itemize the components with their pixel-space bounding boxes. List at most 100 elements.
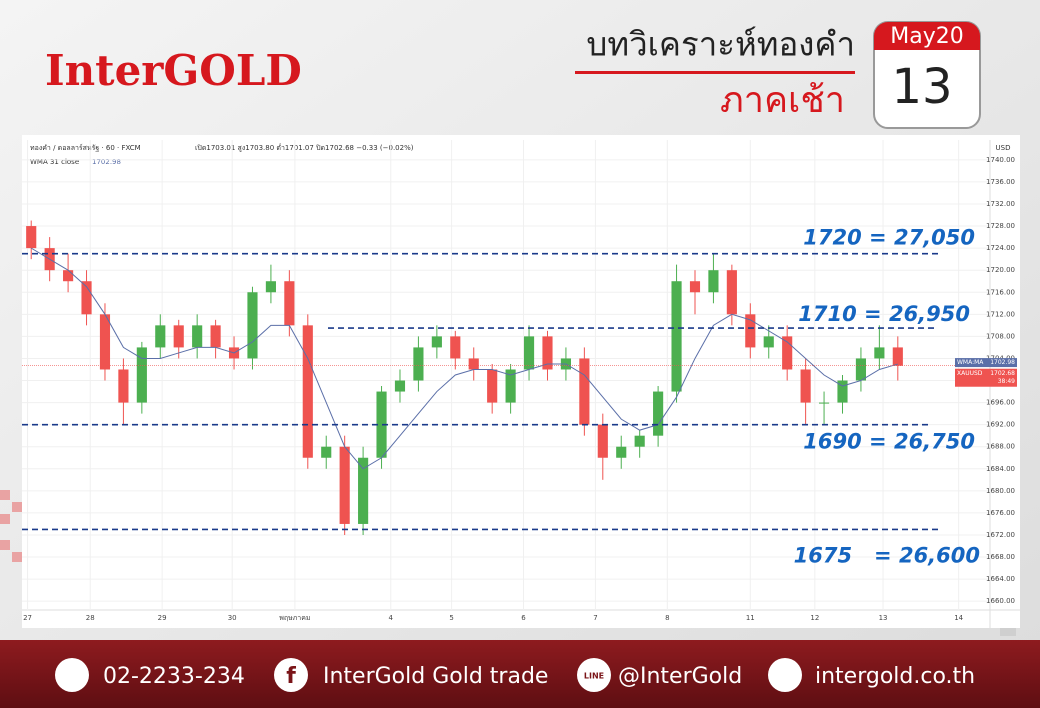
- x-tick-label: 12: [810, 614, 819, 622]
- candle-body: [431, 336, 442, 348]
- candle-body: [358, 457, 369, 524]
- candle-body: [616, 446, 627, 458]
- symbol-label: ทองคำ / ดอลลาร์สหรัฐ · 60 · FXCM: [30, 144, 141, 152]
- level-label: 1720 = 27,050: [803, 226, 975, 250]
- y-tick-label: 1708.00: [986, 332, 1015, 340]
- candle-body: [745, 314, 756, 348]
- y-tick-label: 1664.00: [986, 575, 1015, 583]
- candle-body: [579, 358, 590, 425]
- x-tick-label: 8: [665, 614, 669, 622]
- candle-body: [247, 292, 258, 359]
- calendar-month: May20: [890, 24, 963, 49]
- indicator-value: 1702.98: [92, 158, 121, 166]
- price-tag: XAUUSD: [957, 370, 983, 377]
- candle-body: [468, 358, 479, 370]
- chart-panel: [22, 135, 1020, 628]
- candle-body: [892, 347, 903, 366]
- y-tick-label: 1696.00: [986, 399, 1015, 407]
- candle-body: [63, 270, 74, 282]
- candle-body: [210, 325, 221, 348]
- candle-body: [505, 369, 516, 403]
- x-tick-label: 30: [228, 614, 237, 622]
- y-tick-label: 1728.00: [986, 222, 1015, 230]
- candle-body: [874, 347, 885, 359]
- y-tick-label: 1676.00: [986, 509, 1015, 517]
- svg-text:LINE: LINE: [584, 672, 604, 681]
- footer-website: intergold.co.th: [815, 664, 975, 689]
- phone-icon: [55, 658, 89, 692]
- candle-body: [118, 369, 129, 403]
- candle-body: [284, 281, 295, 326]
- candle-body: [726, 270, 737, 315]
- candle-body: [855, 358, 867, 381]
- candle-body: [542, 336, 553, 370]
- footer-line: @InterGold: [618, 664, 742, 689]
- level-label: 1710 = 26,950: [798, 302, 970, 326]
- y-tick-label: 1680.00: [986, 487, 1015, 495]
- y-tick-label: 1736.00: [986, 178, 1015, 186]
- currency-label: USD: [996, 144, 1011, 152]
- x-tick-label: 7: [593, 614, 597, 622]
- y-tick-label: 1720.00: [986, 266, 1015, 274]
- line-icon: [577, 658, 611, 692]
- calendar-top: [874, 22, 980, 50]
- logo: InterGOLD: [45, 46, 302, 95]
- subtitle: ภาคเช้า: [720, 80, 845, 121]
- y-tick-label: 1732.00: [986, 200, 1015, 208]
- candle-body: [265, 281, 276, 293]
- candle-body: [763, 336, 774, 348]
- indicator-tag-value: 1702.98: [990, 359, 1015, 366]
- x-tick-label: 13: [879, 614, 888, 622]
- candle-body: [26, 226, 37, 249]
- candle-body: [818, 402, 830, 404]
- y-tick-label: 1684.00: [986, 465, 1015, 473]
- price-tag-bg: [955, 368, 1017, 387]
- y-tick-label: 1740.00: [986, 156, 1015, 164]
- candle-body: [487, 369, 498, 403]
- footer-phone: 02-2233-234: [103, 664, 245, 689]
- candle-body: [634, 435, 645, 447]
- candle-body: [689, 281, 701, 293]
- candle-body: [837, 380, 848, 403]
- x-tick-label: 29: [158, 614, 167, 622]
- candle-body: [173, 325, 184, 348]
- candle-body: [523, 336, 535, 370]
- candle-body: [136, 347, 147, 403]
- candle-body: [339, 446, 350, 524]
- x-tick-label: พฤษภาคม: [279, 614, 310, 622]
- facebook-icon: [274, 658, 308, 692]
- y-tick-label: 1668.00: [986, 553, 1015, 561]
- level-label: 1690 = 26,750: [803, 430, 975, 454]
- candle-body: [450, 336, 461, 359]
- level-label: 1675 = 26,600: [794, 543, 980, 567]
- x-tick-label: 6: [521, 614, 526, 622]
- indicator-tag: WMA:MA: [957, 359, 984, 366]
- footer: [0, 640, 1040, 708]
- candle-body: [192, 325, 203, 348]
- calendar-day: 13: [891, 59, 952, 115]
- price-tag-value: 1702.68: [990, 370, 1015, 377]
- globe-icon: [768, 658, 802, 692]
- candle-body: [782, 336, 793, 370]
- candle-body: [394, 380, 406, 392]
- y-tick-label: 1688.00: [986, 443, 1015, 451]
- y-tick-label: 1672.00: [986, 531, 1015, 539]
- candle-body: [800, 369, 811, 403]
- x-tick-label: 14: [954, 614, 963, 622]
- plot: [22, 140, 990, 610]
- candle-body: [376, 391, 387, 458]
- price-timer: 38:49: [998, 378, 1015, 385]
- candle-body: [302, 325, 313, 458]
- footer-facebook: InterGold Gold trade: [323, 664, 548, 689]
- indicator-name: WMA 31 close: [30, 158, 79, 166]
- candle-body: [413, 347, 424, 381]
- svg-text:f: f: [286, 664, 296, 689]
- candle-body: [653, 391, 664, 436]
- candle-body: [99, 314, 111, 370]
- indicator-line: [30, 247, 898, 470]
- x-tick-label: 5: [449, 614, 453, 622]
- y-tick-label: 1724.00: [986, 244, 1015, 252]
- candle-body: [671, 281, 682, 392]
